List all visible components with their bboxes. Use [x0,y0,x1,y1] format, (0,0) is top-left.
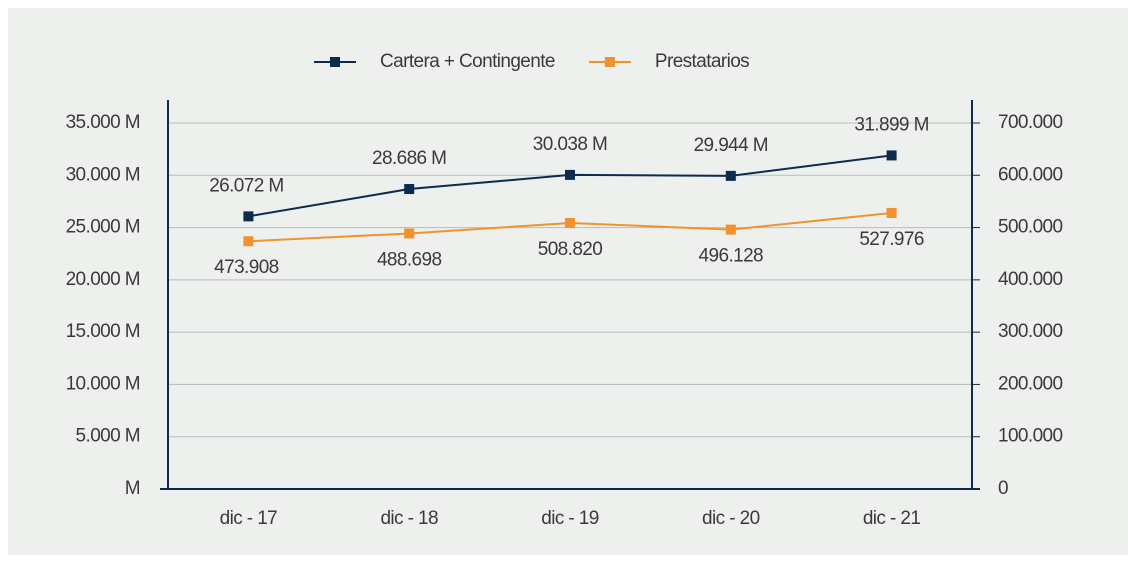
data-label: 496.128 [699,246,764,267]
y-tick-label: 25.000 M [66,217,140,238]
marker [725,170,736,181]
legend-label: Cartera + Contingente [380,51,555,72]
legend-label: Prestatarios [655,51,749,72]
marker [886,150,897,161]
y-tick-label: 20.000 M [66,269,140,290]
y2-tick-label: 0 [998,478,1008,499]
x-tick-label: dic - 21 [863,508,921,529]
marker [886,207,897,218]
y-tick-label: 35.000 M [66,112,140,133]
data-label: 30.038 M [533,134,607,155]
marker [565,169,575,180]
marker [404,184,415,195]
data-label: 29.944 M [694,135,768,156]
y2-tick-label: 500.000 [998,217,1063,238]
data-label: 26.072 M [209,175,283,196]
y-tick-label: 5.000 M [76,426,140,447]
data-label: 488.698 [377,249,442,270]
x-tick-label: dic - 18 [380,508,438,529]
data-label: 31.899 M [854,114,928,135]
y-tick-label: 10.000 M [66,373,140,394]
y-tick-label: M [125,478,140,499]
legend-marker [604,57,615,67]
y2-tick-label: 100.000 [998,426,1063,447]
y2-tick-label: 600.000 [998,164,1063,185]
y2-tick-label: 200.000 [998,373,1063,394]
x-tick-label: dic - 20 [702,508,760,529]
marker [725,224,736,235]
y2-tick-label: 400.000 [998,269,1063,290]
y-tick-label: 30.000 M [66,164,140,185]
data-label: 473.908 [214,257,279,278]
y2-tick-label: 300.000 [998,321,1063,342]
y2-tick-label: 700.000 [998,112,1063,133]
legend-marker [330,57,340,67]
marker [404,228,415,239]
x-tick-label: dic - 17 [220,508,278,529]
data-label: 508.820 [538,239,603,260]
data-label: 527.976 [859,229,924,250]
marker [243,236,254,247]
marker [243,211,254,222]
marker [565,217,575,228]
y-tick-label: 15.000 M [66,321,140,342]
chart-background [8,8,1128,555]
data-label: 28.686 M [372,148,446,169]
x-tick-label: dic - 19 [541,508,599,529]
